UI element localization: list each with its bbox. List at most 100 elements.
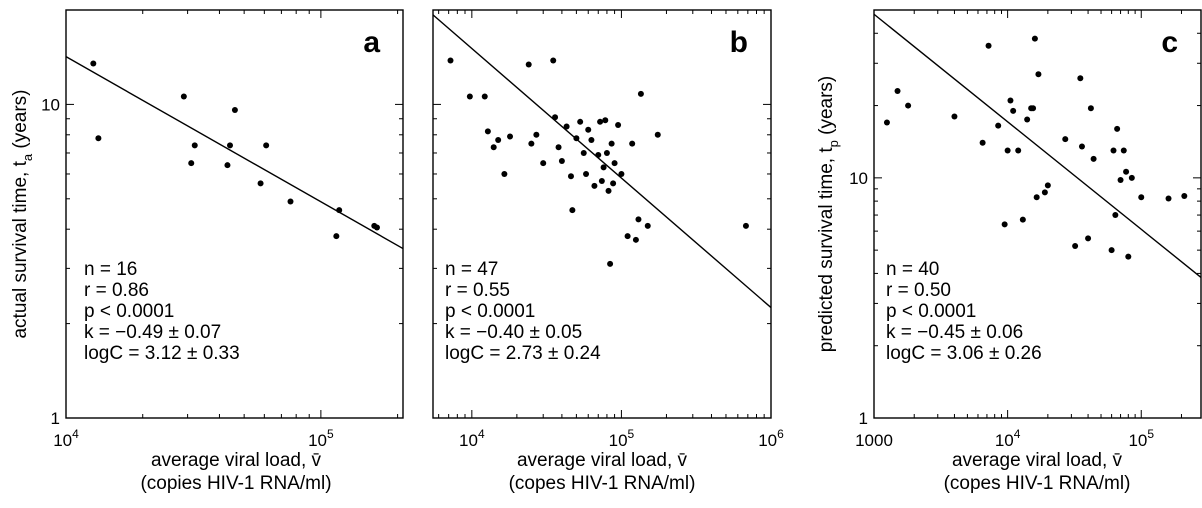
data-point	[605, 187, 612, 194]
stats-line: r = 0.86	[84, 280, 149, 301]
data-point	[231, 106, 238, 113]
data-point	[501, 170, 508, 177]
data-point	[525, 61, 532, 68]
data-point	[611, 160, 618, 167]
y-tick-label: 1	[51, 409, 60, 428]
data-point	[180, 93, 187, 100]
data-point	[610, 180, 617, 187]
data-point	[1062, 136, 1069, 143]
y-axis-label: predicted survival time, tp (years)	[816, 76, 841, 353]
stats-line: n = 40	[886, 259, 939, 280]
data-point	[1120, 147, 1127, 154]
data-point	[1112, 212, 1119, 219]
data-point	[580, 149, 587, 156]
data-point	[1035, 71, 1042, 78]
data-point	[995, 122, 1002, 129]
plot-frame	[873, 9, 1202, 419]
data-point	[540, 160, 547, 167]
regression-line	[873, 13, 1202, 278]
data-point	[1087, 105, 1094, 112]
data-point	[550, 57, 557, 64]
data-point	[597, 118, 604, 125]
plot-frame	[65, 9, 404, 419]
panel-letter: c	[1161, 26, 1178, 59]
panel-letter: a	[363, 26, 380, 59]
data-point	[602, 117, 609, 124]
data-point	[591, 182, 598, 189]
data-point	[563, 123, 570, 130]
data-point	[951, 113, 958, 120]
data-point	[632, 236, 639, 243]
data-point	[985, 42, 992, 49]
data-point	[618, 170, 625, 177]
y-tick-label: 1	[859, 409, 868, 428]
data-point	[637, 90, 644, 97]
data-point	[624, 233, 631, 240]
data-point	[595, 151, 602, 158]
data-point	[224, 162, 231, 169]
data-point	[95, 135, 102, 142]
data-point	[577, 118, 584, 125]
stats-line: p < 0.0001	[445, 301, 535, 322]
data-point	[905, 102, 912, 109]
x-tick-label: 106	[758, 427, 784, 450]
stats-line: k = −0.40 ± 0.05	[445, 322, 582, 343]
stats-line: n = 47	[445, 259, 498, 280]
data-point	[629, 140, 636, 147]
data-point	[588, 136, 595, 143]
data-point	[333, 233, 340, 240]
data-point	[1114, 125, 1121, 132]
plot-frame	[432, 9, 772, 419]
data-point	[573, 135, 580, 142]
stats-line: r = 0.50	[886, 280, 951, 301]
y-axis-label: actual survival time, ta (years)	[10, 89, 35, 338]
data-point	[1085, 235, 1092, 242]
regression-line	[432, 14, 772, 309]
data-point	[552, 114, 559, 121]
stats-line: p < 0.0001	[886, 301, 976, 322]
data-point	[1015, 147, 1022, 154]
data-point	[567, 173, 574, 180]
data-point	[1077, 75, 1084, 82]
data-point	[481, 93, 488, 100]
data-point	[1019, 216, 1026, 223]
data-point	[1041, 189, 1048, 196]
data-point	[1181, 193, 1188, 200]
data-point	[507, 133, 514, 140]
data-point	[495, 136, 502, 143]
data-point	[1128, 174, 1135, 181]
data-point	[979, 139, 986, 146]
stats-line: r = 0.55	[445, 280, 510, 301]
data-point	[603, 149, 610, 156]
data-point	[1001, 221, 1008, 228]
x-axis-label: average viral load, v̄	[952, 450, 1123, 471]
data-point	[90, 60, 97, 67]
data-point	[1165, 195, 1172, 202]
data-point	[336, 207, 343, 214]
data-point	[1123, 168, 1130, 175]
x-axis-label: average viral load, v̄	[517, 450, 688, 471]
stats-line: k = −0.45 ± 0.06	[886, 322, 1023, 343]
data-point	[635, 216, 642, 223]
x-tick-label: 1000	[855, 431, 893, 450]
data-point	[1090, 155, 1097, 162]
data-point	[883, 119, 890, 126]
data-point	[600, 164, 607, 171]
x-tick-label: 105	[1128, 427, 1154, 450]
x-axis-label: average viral load, v̄	[151, 450, 322, 471]
data-point	[555, 144, 562, 151]
data-point	[1010, 107, 1017, 114]
data-point	[528, 140, 535, 147]
data-point	[1024, 116, 1031, 123]
data-point	[1117, 176, 1124, 183]
x-tick-label: 104	[459, 427, 485, 450]
data-point	[226, 142, 233, 149]
data-point	[1030, 105, 1037, 112]
data-point	[615, 121, 622, 128]
x-axis-label-units: (copes HIV-1 RNA/ml)	[944, 473, 1131, 494]
data-point	[1044, 182, 1051, 189]
data-point	[1072, 243, 1079, 250]
data-point	[484, 128, 491, 135]
